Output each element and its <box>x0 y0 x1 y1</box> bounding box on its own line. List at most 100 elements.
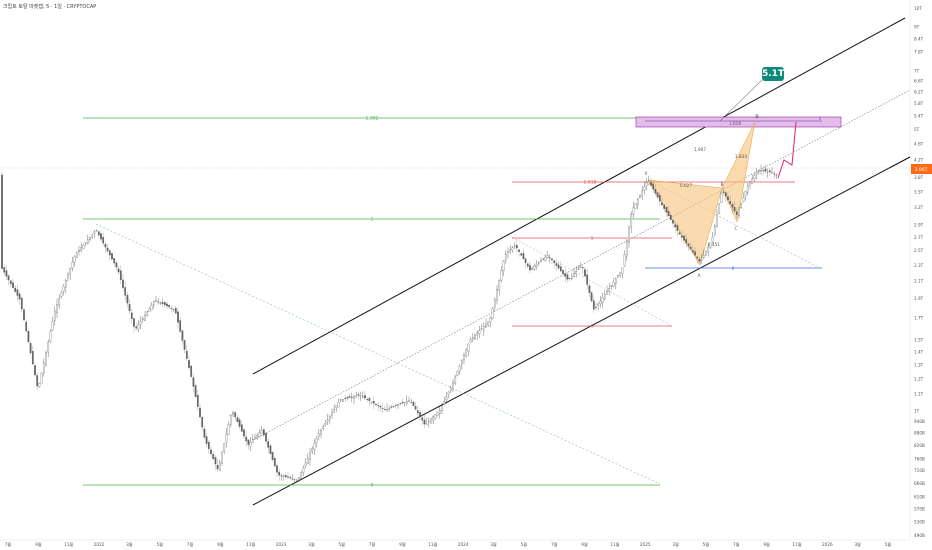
candle-body <box>425 423 428 425</box>
candle-body <box>480 328 483 330</box>
candle-body <box>80 247 83 252</box>
candle-body <box>113 258 116 264</box>
candle-body <box>753 175 756 179</box>
candle-body <box>293 478 296 480</box>
candle-body <box>93 231 96 234</box>
candle-body <box>309 452 311 460</box>
candle-body <box>720 192 723 203</box>
candle-body <box>326 419 329 422</box>
candle-body <box>599 300 602 305</box>
candle-body <box>656 192 659 198</box>
candle-body <box>181 330 184 341</box>
candle-body <box>498 279 501 291</box>
y-tick-label: 2.7T <box>914 235 924 240</box>
candle-body <box>346 397 349 399</box>
candle-body <box>751 178 754 184</box>
candle-body <box>430 418 432 424</box>
x-tick-label: 9월 <box>763 541 770 548</box>
candle-body <box>643 186 646 191</box>
fib-level-green-label: 1 <box>371 217 374 223</box>
candle-body <box>581 267 584 269</box>
candle-body <box>647 181 650 185</box>
candle-body <box>344 398 347 399</box>
candle-body <box>216 464 219 470</box>
candle-body <box>302 467 305 473</box>
candle-body <box>29 342 32 354</box>
fib-level-green-label: 1.382 <box>366 116 379 122</box>
candle-body <box>727 196 729 201</box>
y-tick-label: 9T <box>914 24 920 29</box>
x-tick-label: 2023 <box>276 542 287 547</box>
candle-body <box>38 383 41 387</box>
candle-body <box>23 309 25 321</box>
candle-body <box>603 294 606 300</box>
candle-body <box>56 304 58 313</box>
candle-body <box>119 270 122 281</box>
y-tick-label: 3.2T <box>914 205 924 210</box>
y-tick-label: 5.4T <box>914 114 924 119</box>
candle-body <box>368 398 371 401</box>
candle-body <box>16 289 19 296</box>
candle-body <box>636 198 639 206</box>
candle-body <box>350 396 353 399</box>
candle-body <box>658 195 661 202</box>
candle-body <box>49 331 52 342</box>
candle-body <box>478 330 481 335</box>
candle-body <box>104 243 107 248</box>
candle-body <box>601 297 604 303</box>
candle-body <box>449 387 452 391</box>
candle-body <box>487 321 490 326</box>
x-tick-label: 9월 <box>217 541 224 548</box>
candle-body <box>196 395 199 407</box>
x-tick-label: 3월 <box>854 541 861 548</box>
y-tick-label: 3.8T <box>914 175 924 180</box>
candle-body <box>757 169 760 173</box>
x-tick-label: 3월 <box>126 541 133 548</box>
candle-body <box>511 247 514 251</box>
candle-body <box>711 236 714 242</box>
candle-body <box>733 207 736 212</box>
candle-body <box>159 302 162 304</box>
x-tick-label: 2025 <box>640 542 651 547</box>
candle-body <box>82 244 85 250</box>
candle-body <box>467 343 470 352</box>
candle-body <box>392 406 395 408</box>
candle-body <box>608 288 611 292</box>
candle-body <box>218 462 221 471</box>
y-tick-label: 1.4T <box>914 350 924 355</box>
candle-body <box>265 433 267 442</box>
candle-body <box>240 424 243 432</box>
candle-body <box>122 279 124 288</box>
candle-body <box>313 442 316 450</box>
y-tick-label: 570B <box>914 507 925 512</box>
candle-body <box>504 254 507 261</box>
candle-body <box>685 239 688 244</box>
candle-body <box>18 293 21 300</box>
candle-body <box>199 407 201 418</box>
candle-body <box>348 396 351 398</box>
channel-upper <box>252 17 906 375</box>
candle-body <box>157 301 160 303</box>
harmonic-point-label: B <box>721 182 724 187</box>
candle-body <box>161 302 164 304</box>
candle-body <box>390 406 393 408</box>
candle-body <box>586 274 589 285</box>
candle-body <box>27 331 30 343</box>
candle-body <box>366 399 369 400</box>
current-price-label: 3.96T <box>915 167 928 173</box>
candle-body <box>324 423 327 426</box>
candle-body <box>564 273 567 277</box>
candle-body <box>78 250 80 252</box>
candle-body <box>152 301 155 305</box>
harmonic-ratio-label: 1 <box>819 116 822 121</box>
candle-body <box>282 475 285 477</box>
candle-body <box>513 245 516 247</box>
candle-body <box>247 439 250 445</box>
candle-body <box>53 310 56 321</box>
candle-body <box>661 202 663 206</box>
x-tick-label: 11월 <box>792 541 801 548</box>
candle-body <box>97 231 100 236</box>
x-tick-label: 5월 <box>156 541 163 548</box>
candle-body <box>529 265 531 271</box>
